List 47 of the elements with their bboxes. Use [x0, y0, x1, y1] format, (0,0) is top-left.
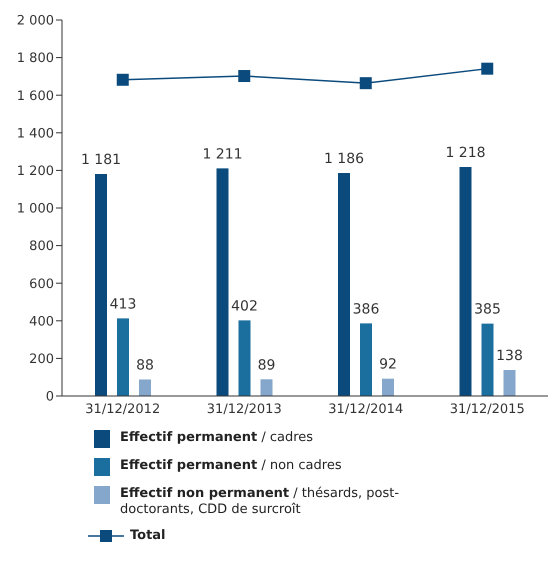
bar [260, 379, 272, 396]
data-label: 386 [352, 301, 380, 318]
bar [238, 320, 250, 396]
bar [382, 378, 394, 396]
legend-label: Effectif non permanent / thésards, post-doctorants, CDD de surcroît [120, 486, 400, 517]
x-tick-label: 31/12/2014 [328, 402, 404, 418]
bar [117, 318, 129, 396]
bar [95, 174, 107, 396]
y-tick-label: 800 [29, 239, 54, 254]
bar [139, 379, 151, 396]
data-label: 385 [474, 302, 501, 318]
legend-label: Total [130, 528, 166, 543]
point [116, 74, 129, 86]
point [238, 70, 250, 82]
y-tick-label: 200 [29, 352, 54, 368]
y-tick-label: 0 [46, 390, 54, 405]
data-label: 402 [231, 298, 258, 314]
data-label: 1 186 [324, 151, 364, 168]
bar [504, 370, 516, 396]
bar [482, 324, 494, 396]
y-tick-label: 1 600 [16, 88, 54, 104]
data-label: 88 [136, 357, 154, 374]
data-label: 92 [379, 356, 397, 373]
legend-label: Effectif permanent / non cadres [120, 458, 342, 473]
point [360, 77, 372, 90]
x-tick-label: 31/12/2012 [85, 402, 160, 418]
data-label: 1 218 [445, 145, 486, 162]
bar [338, 173, 350, 396]
y-tick-label: 600 [29, 276, 54, 292]
x-tick-label: 31/12/2013 [206, 402, 282, 418]
data-label: 413 [110, 296, 136, 312]
legend-label: Effectif permanent / cadres [120, 430, 314, 445]
y-tick-label: 1 800 [16, 51, 54, 66]
bar [460, 167, 472, 396]
y-tick-label: 1 000 [16, 202, 54, 217]
x-tick-label: 31/12/2015 [450, 402, 525, 418]
data-label: 89 [258, 357, 276, 374]
bar [216, 168, 228, 396]
y-tick-label: 400 [29, 314, 54, 330]
y-tick-label: 1 200 [16, 164, 54, 180]
bar [360, 323, 372, 396]
point [481, 62, 494, 75]
y-tick-label: 1 400 [16, 126, 54, 142]
data-label: 138 [496, 348, 523, 364]
data-label: 1 181 [80, 152, 122, 168]
y-tick-label: 2 000 [16, 14, 54, 29]
data-label: 1 211 [202, 146, 243, 162]
